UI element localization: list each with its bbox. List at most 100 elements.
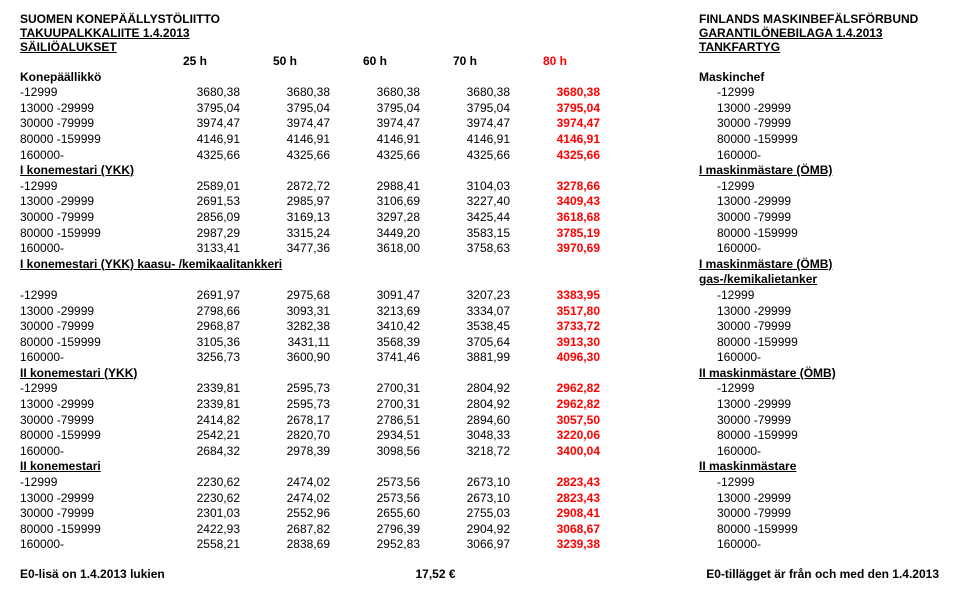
value-cell: 3538,45 <box>420 319 510 335</box>
value-cell: 2798,66 <box>150 304 240 320</box>
value-cell: 3410,42 <box>330 319 420 335</box>
value-cell: 2573,56 <box>330 475 420 491</box>
value-cell: 3315,24 <box>240 226 330 242</box>
value-cell: 3618,68 <box>510 210 600 226</box>
range-right: 13000 -29999 <box>699 397 791 411</box>
range-left: 30000 -79999 <box>20 116 150 132</box>
value-cell: 3057,50 <box>510 413 600 429</box>
section-label-left: I konemestari (YKK) kaasu- /kemikaalitan… <box>20 257 282 288</box>
value-cell: 3974,47 <box>330 116 420 132</box>
value-cell: 3477,36 <box>240 241 330 257</box>
value-cell: 2856,09 <box>150 210 240 226</box>
range-left: 30000 -79999 <box>20 506 150 522</box>
value-cell: 2987,29 <box>150 226 240 242</box>
subtitle-right-1: GARANTILÖNEBILAGA 1.4.2013 <box>699 26 883 40</box>
range-left: 13000 -29999 <box>20 304 150 320</box>
range-right: 30000 -79999 <box>699 319 791 333</box>
value-cell: 3048,33 <box>420 428 510 444</box>
value-cell: 2985,97 <box>240 194 330 210</box>
range-right: 30000 -79999 <box>699 116 791 130</box>
value-cell: 3091,47 <box>330 288 420 304</box>
range-right: 13000 -29999 <box>699 304 791 318</box>
range-right: -12999 <box>699 288 754 302</box>
value-cell: 3785,19 <box>510 226 600 242</box>
value-cell: 3213,69 <box>330 304 420 320</box>
value-cell: 2796,39 <box>330 522 420 538</box>
range-right: 160000- <box>699 148 761 162</box>
range-right: 30000 -79999 <box>699 413 791 427</box>
subtitle-left-2: SÄILIÖALUKSET <box>20 40 117 54</box>
hours-header: 80 h <box>510 54 600 70</box>
value-cell: 3680,38 <box>330 85 420 101</box>
value-cell: 3256,73 <box>150 350 240 366</box>
value-cell: 3600,90 <box>240 350 330 366</box>
value-cell: 3449,20 <box>330 226 420 242</box>
value-cell: 3583,15 <box>420 226 510 242</box>
value-cell: 4096,30 <box>510 350 600 366</box>
section-label-left: II konemestari (YKK) <box>20 366 137 382</box>
value-cell: 2908,41 <box>510 506 600 522</box>
value-cell: 3680,38 <box>510 85 600 101</box>
subtitle-left-1: TAKUUPALKKALIITE 1.4.2013 <box>20 26 190 40</box>
range-right: 160000- <box>699 350 761 364</box>
range-left: -12999 <box>20 179 150 195</box>
value-cell: 2230,62 <box>150 475 240 491</box>
range-right: 13000 -29999 <box>699 101 791 115</box>
value-cell: 3227,40 <box>420 194 510 210</box>
footer-right: E0-tillägget är från och med den 1.4.201… <box>706 567 939 581</box>
value-cell: 3618,00 <box>330 241 420 257</box>
value-cell: 2673,10 <box>420 475 510 491</box>
value-cell: 3106,69 <box>330 194 420 210</box>
value-cell: 2673,10 <box>420 491 510 507</box>
subtitle-right-2: TANKFARTYG <box>699 40 780 54</box>
range-right: 160000- <box>699 537 761 551</box>
value-cell: 2595,73 <box>240 397 330 413</box>
value-cell: 3974,47 <box>240 116 330 132</box>
range-right: 80000 -159999 <box>699 522 798 536</box>
value-cell: 2755,03 <box>420 506 510 522</box>
value-cell: 2820,70 <box>240 428 330 444</box>
value-cell: 2691,53 <box>150 194 240 210</box>
title-left: SUOMEN KONEPÄÄLLYSTÖLIITTO <box>20 12 220 26</box>
value-cell: 2962,82 <box>510 397 600 413</box>
range-left: -12999 <box>20 475 150 491</box>
range-right: 13000 -29999 <box>699 194 791 208</box>
range-left: 160000- <box>20 350 150 366</box>
value-cell: 3680,38 <box>240 85 330 101</box>
value-cell: 3974,47 <box>420 116 510 132</box>
range-left: 30000 -79999 <box>20 319 150 335</box>
value-cell: 2684,32 <box>150 444 240 460</box>
range-left: 80000 -159999 <box>20 428 150 444</box>
value-cell: 2975,68 <box>240 288 330 304</box>
value-cell: 3680,38 <box>420 85 510 101</box>
value-cell: 2573,56 <box>330 491 420 507</box>
value-cell: 2952,83 <box>330 537 420 553</box>
range-right: -12999 <box>699 179 754 193</box>
value-cell: 2474,02 <box>240 491 330 507</box>
range-right: 160000- <box>699 241 761 255</box>
value-cell: 3425,44 <box>420 210 510 226</box>
range-left: 13000 -29999 <box>20 101 150 117</box>
value-cell: 2589,01 <box>150 179 240 195</box>
section-label-right: II maskinmästare <box>699 459 796 473</box>
value-cell: 3795,04 <box>420 101 510 117</box>
section-label-right: Maskinchef <box>699 70 764 84</box>
range-right: 80000 -159999 <box>699 428 798 442</box>
range-left: 13000 -29999 <box>20 194 150 210</box>
value-cell: 2804,92 <box>420 397 510 413</box>
value-cell: 3517,80 <box>510 304 600 320</box>
range-right: -12999 <box>699 381 754 395</box>
range-left: 160000- <box>20 148 150 164</box>
value-cell: 2978,39 <box>240 444 330 460</box>
value-cell: 2786,51 <box>330 413 420 429</box>
value-cell: 2301,03 <box>150 506 240 522</box>
section-label-right: I maskinmästare (ÖMB) <box>699 163 832 177</box>
value-cell: 4146,91 <box>510 132 600 148</box>
value-cell: 3383,95 <box>510 288 600 304</box>
value-cell: 3282,38 <box>240 319 330 335</box>
section-label-left: Konepäällikkö <box>20 70 101 86</box>
value-cell: 3680,38 <box>150 85 240 101</box>
value-cell: 3068,67 <box>510 522 600 538</box>
value-cell: 3207,23 <box>420 288 510 304</box>
value-cell: 4146,91 <box>150 132 240 148</box>
